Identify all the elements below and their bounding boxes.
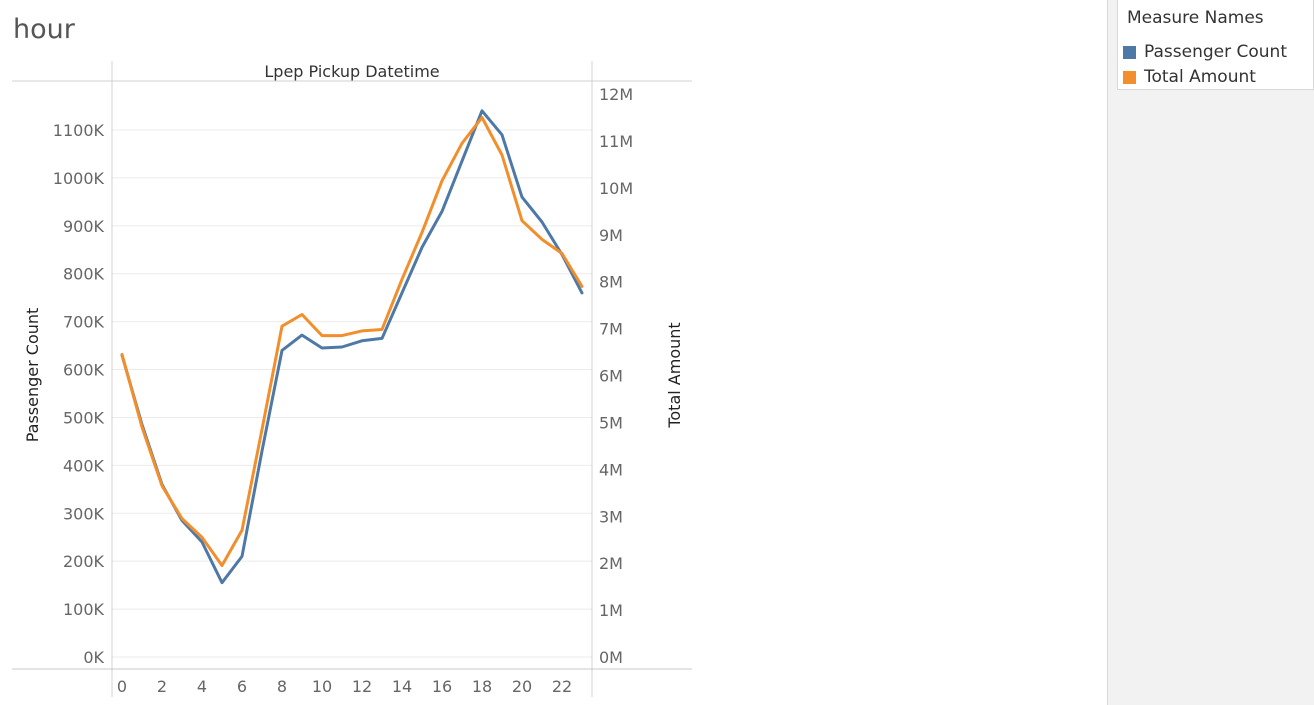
legend-swatch [1123, 45, 1136, 59]
y-right-tick-label: 3M [599, 507, 623, 526]
y-right-tick-label: 2M [599, 554, 623, 573]
chart-frame [12, 61, 692, 697]
legend-swatch [1123, 70, 1136, 84]
y-left-tick-label: 600K [63, 361, 105, 380]
x-tick-labels: 0 2 4 6 8 10 12 14 16 18 20 22 [117, 677, 572, 696]
y-left-tick-label: 300K [63, 504, 105, 523]
sheet-title: hour [13, 14, 75, 45]
x-tick-label: 8 [277, 677, 287, 696]
x-tick-label: 10 [312, 677, 332, 696]
legend-label: Passenger Count [1144, 42, 1287, 62]
gridlines [112, 129, 592, 658]
y-right-tick-label: 6M [599, 367, 623, 386]
y-left-tick-label: 100K [63, 600, 105, 619]
y-left-axis-label: Passenger Count [23, 308, 42, 443]
y-right-tick-label: 8M [599, 273, 623, 292]
y-right-tick-label: 5M [599, 413, 623, 432]
x-tick-label: 18 [472, 677, 492, 696]
y-right-tick-label: 1M [599, 601, 623, 620]
x-tick-label: 20 [512, 677, 532, 696]
x-tick-label: 12 [352, 677, 372, 696]
y-left-tick-label: 800K [63, 265, 105, 284]
legend: Measure Names Passenger Count Total Amou… [1117, 0, 1314, 90]
y-left-tick-label: 400K [63, 456, 105, 475]
y-left-tick-label: 700K [63, 313, 105, 332]
y-left-tick-label: 500K [63, 408, 105, 427]
y-right-tick-label: 9M [599, 226, 623, 245]
right-panel [1107, 0, 1314, 705]
y-left-tick-label: 1000K [53, 169, 105, 188]
y-right-tick-label: 0M [599, 648, 623, 667]
y-right-tick-labels: 0M 1M 2M 3M 4M 5M 6M 7M 8M 9M 10M 11M 12M [599, 85, 633, 667]
x-tick-label: 6 [237, 677, 247, 696]
y-left-tick-labels: 0K 100K 200K 300K 400K 500K 600K 700K 800K 900K 10… [53, 121, 105, 667]
x-tick-label: 2 [157, 677, 167, 696]
y-right-axis-label: Total Amount [665, 322, 684, 428]
y-left-tick-label: 900K [63, 217, 105, 236]
legend-label: Total Amount [1144, 67, 1256, 87]
x-tick-label: 22 [552, 677, 572, 696]
chart-title: Lpep Pickup Datetime [264, 62, 439, 81]
y-right-tick-label: 11M [599, 132, 633, 151]
y-left-tick-label: 200K [63, 552, 105, 571]
legend-title: Measure Names [1127, 8, 1264, 28]
series-lines [120, 109, 584, 585]
y-left-tick-label: 0K [83, 648, 104, 667]
y-right-tick-label: 10M [599, 179, 633, 198]
x-tick-label: 14 [392, 677, 412, 696]
legend-item-total-amount[interactable]: Total Amount [1123, 66, 1256, 88]
legend-item-passenger-count[interactable]: Passenger Count [1123, 41, 1287, 63]
y-right-tick-label: 4M [599, 460, 623, 479]
x-tick-label: 4 [197, 677, 207, 696]
series-line-passenger-count [120, 109, 584, 585]
x-tick-label: 16 [432, 677, 452, 696]
y-left-tick-label: 1100K [53, 121, 105, 140]
y-right-tick-label: 7M [599, 320, 623, 339]
x-tick-label: 0 [117, 677, 127, 696]
series-line-total-amount [120, 116, 584, 567]
dual-axis-line-chart: Lpep Pickup Datetime 0K 100K 200K 300K 400K 5… [12, 61, 692, 697]
y-right-tick-label: 12M [599, 85, 633, 104]
